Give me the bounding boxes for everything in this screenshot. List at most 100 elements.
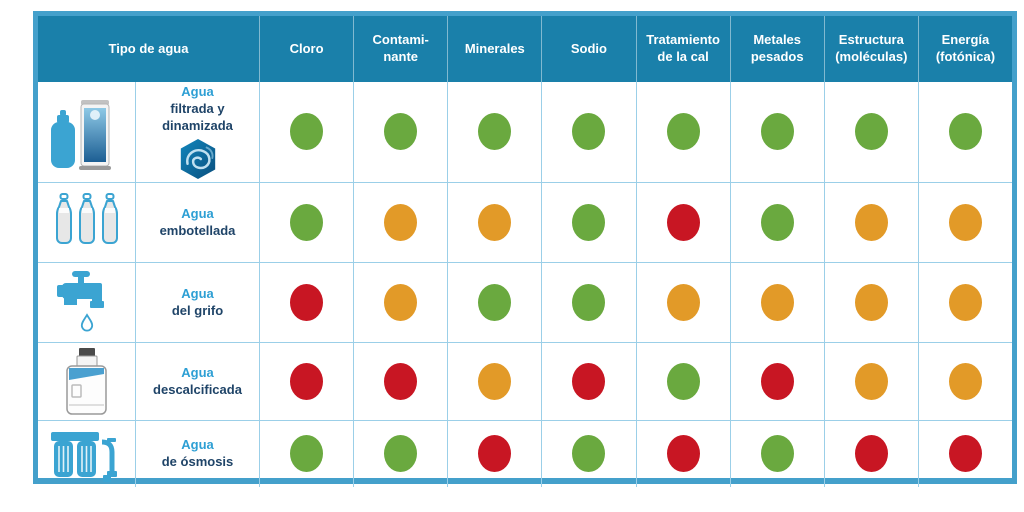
rating-cell [541,342,635,420]
rating-dot-green [572,283,606,321]
rating-cell [917,82,1012,182]
rating-dot-red [666,435,700,473]
rating-cell [541,262,635,342]
rating-cell [259,262,353,342]
filter-dynamizer-icon [50,99,111,170]
rating-cell [259,182,353,262]
rating-cell [635,262,730,342]
row-label-type: embotellada [159,222,236,238]
rating-cell [447,420,541,487]
rating-dot-green [572,203,606,241]
rating-cell [823,342,918,420]
tap-icon [56,271,104,332]
column-header-estructura: Estructura (moléculas) [823,16,918,82]
rating-dot-red [572,362,606,400]
rating-dot-orange [948,203,982,241]
row-label-type: del grifo [171,302,224,318]
column-header-cloro: Cloro [259,16,353,82]
row-label-agua: Agua [181,437,214,452]
rating-cell [729,262,824,342]
rating-dot-orange [384,283,418,321]
rating-cell [917,182,1012,262]
rating-cell [823,420,918,487]
dynamizer-badge-icon [180,138,215,179]
rating-cell [917,262,1012,342]
ratings-row [259,262,1012,342]
row-label-cell: Agua embotellada [135,182,259,262]
row-label-agua: Agua [181,84,214,99]
row-icon-cell [38,82,135,182]
rating-cell [447,262,541,342]
row-label-type: filtrada y dinamizada [162,101,233,133]
ratings-row [259,420,1012,487]
rating-dot-green [948,113,982,151]
rating-cell [541,82,635,182]
row-label-cell: Agua del grifo [135,262,259,342]
row-label-type: descalcificada [153,381,242,397]
rating-dot-green [290,203,324,241]
rating-dot-orange [854,283,888,321]
column-header-tipo-de-agua: Tipo de agua [108,40,189,56]
rating-dot-orange [384,203,418,241]
rating-cell [541,182,635,262]
rating-cell [729,82,824,182]
rating-cell [447,182,541,262]
row-label-cell: Agua de ósmosis [135,420,259,487]
rating-dot-orange [478,362,512,400]
rating-cell [635,342,730,420]
ratings-row [259,82,1012,182]
rating-dot-orange [760,283,794,321]
table-row-descalcificada: Agua descalcificada [38,342,1012,421]
rating-cell [823,182,918,262]
rating-dot-green [478,283,512,321]
table-row-osmosis: Agua de ósmosis [38,420,1012,487]
rating-dot-green [478,113,512,151]
rating-cell [729,342,824,420]
rating-dot-green [760,203,794,241]
row-label-agua: Agua [181,364,214,380]
rating-dot-green [290,113,324,151]
rating-dot-green [290,435,324,473]
rating-cell [729,420,824,487]
row-label-cell: Agua filtrada y dinamizada [135,82,259,182]
rating-dot-green [666,113,700,151]
rating-dot-green [572,113,606,151]
rating-dot-orange [948,283,982,321]
rating-cell [447,342,541,420]
rating-cell [823,262,918,342]
ratings-row [259,342,1012,420]
table-row-filtrada: Agua filtrada y dinamizada [38,82,1012,183]
rating-cell [541,420,635,487]
rating-dot-green [854,113,888,151]
osmosis-icon [50,431,117,482]
rating-cell [353,342,447,420]
rating-dot-green [384,435,418,473]
rating-dot-green [666,362,700,400]
row-label-type: de ósmosis [161,454,234,470]
row-label-cell: Agua descalcificada [135,342,259,420]
rating-dot-orange [666,283,700,321]
column-header-metales-pesados: Metales pesados [729,16,824,82]
column-header-tratamiento-cal: Tratamiento de la cal [635,16,730,82]
row-icon-cell [38,183,135,262]
rating-cell [353,420,447,487]
rating-dot-green [760,113,794,151]
row-icon-cell [38,421,135,487]
rating-cell [917,342,1012,420]
header-row: Tipo de agua Cloro Contami- nante Minera… [38,16,1012,82]
rating-cell [353,82,447,182]
rating-dot-orange [854,203,888,241]
rating-dot-orange [948,362,982,400]
rating-cell [353,182,447,262]
column-header-sodio: Sodio [541,16,635,82]
rating-dot-red [760,362,794,400]
row-icon-cell [38,263,135,342]
rating-dot-orange [854,362,888,400]
rating-dot-orange [478,203,512,241]
rating-cell [447,82,541,182]
rating-cell [259,82,353,182]
rating-dot-red [290,362,324,400]
table-row-grifo: Agua del grifo [38,262,1012,343]
rating-dot-red [290,283,324,321]
rating-cell [729,182,824,262]
